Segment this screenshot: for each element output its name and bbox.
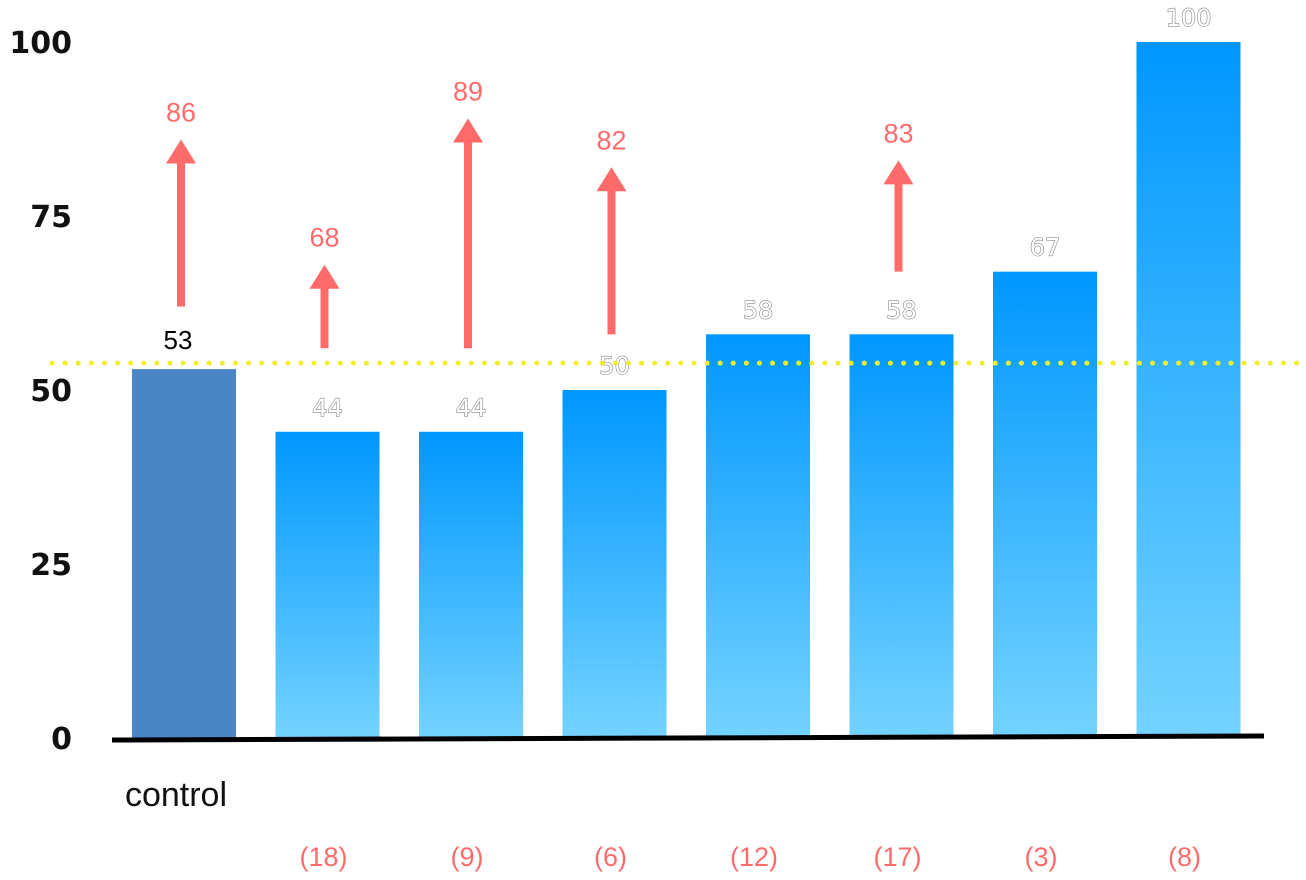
- arrow-head: [453, 118, 483, 143]
- y-tick-label: 0: [51, 722, 72, 757]
- category-label: control: [125, 776, 227, 814]
- count-label: (8): [1168, 842, 1201, 872]
- bar-value-label: 58: [886, 296, 917, 324]
- category-labels: control: [125, 776, 227, 814]
- bars: 53 44 44 50 58 58 67 100: [132, 3, 1241, 738]
- bar-value-label: 67: [1030, 234, 1061, 262]
- count-label: (9): [451, 842, 484, 872]
- count-label: (17): [873, 842, 921, 872]
- arrow-head: [166, 139, 196, 164]
- arrow-value-label: 86: [166, 97, 196, 127]
- bar-value-label: 100: [1166, 4, 1212, 32]
- bar-value-label: 44: [456, 394, 487, 422]
- y-tick-label: 50: [30, 374, 72, 409]
- count-label: (12): [730, 842, 778, 872]
- bar: [706, 334, 810, 738]
- arrow-head: [883, 160, 914, 185]
- bar-value-label: 44: [312, 394, 343, 422]
- y-tick-label: 25: [30, 548, 72, 583]
- bar: [993, 271, 1097, 738]
- arrow-head: [309, 264, 340, 289]
- bar-value-label: 58: [743, 296, 774, 324]
- bar-control: [132, 369, 236, 738]
- x-axis-line: [111, 733, 1265, 743]
- bar: [849, 334, 954, 738]
- count-labels: (18) (9) (6) (12) (17) (3) (8): [299, 842, 1201, 872]
- arrows: 86 68 89 82 83: [166, 77, 914, 349]
- bar-value-label: 50: [599, 352, 630, 380]
- arrow-value-label: 89: [453, 77, 483, 107]
- y-tick-label: 75: [30, 200, 72, 235]
- bar: [1136, 42, 1241, 738]
- arrow-value-label: 82: [596, 125, 626, 155]
- y-tick-label: 100: [9, 26, 72, 61]
- arrow-head: [596, 167, 627, 192]
- bar-value-label: 53: [164, 325, 193, 355]
- x-axis: [111, 733, 1265, 743]
- bar: [562, 390, 667, 738]
- count-label: (3): [1025, 842, 1058, 872]
- count-label: (18): [299, 842, 347, 872]
- count-label: (6): [594, 842, 627, 872]
- bar: [275, 431, 380, 738]
- arrow-value-label: 83: [883, 118, 913, 148]
- arrow-value-label: 68: [309, 223, 339, 253]
- y-axis-ticks: 0 25 50 75 100: [9, 26, 72, 757]
- bar: [419, 431, 523, 738]
